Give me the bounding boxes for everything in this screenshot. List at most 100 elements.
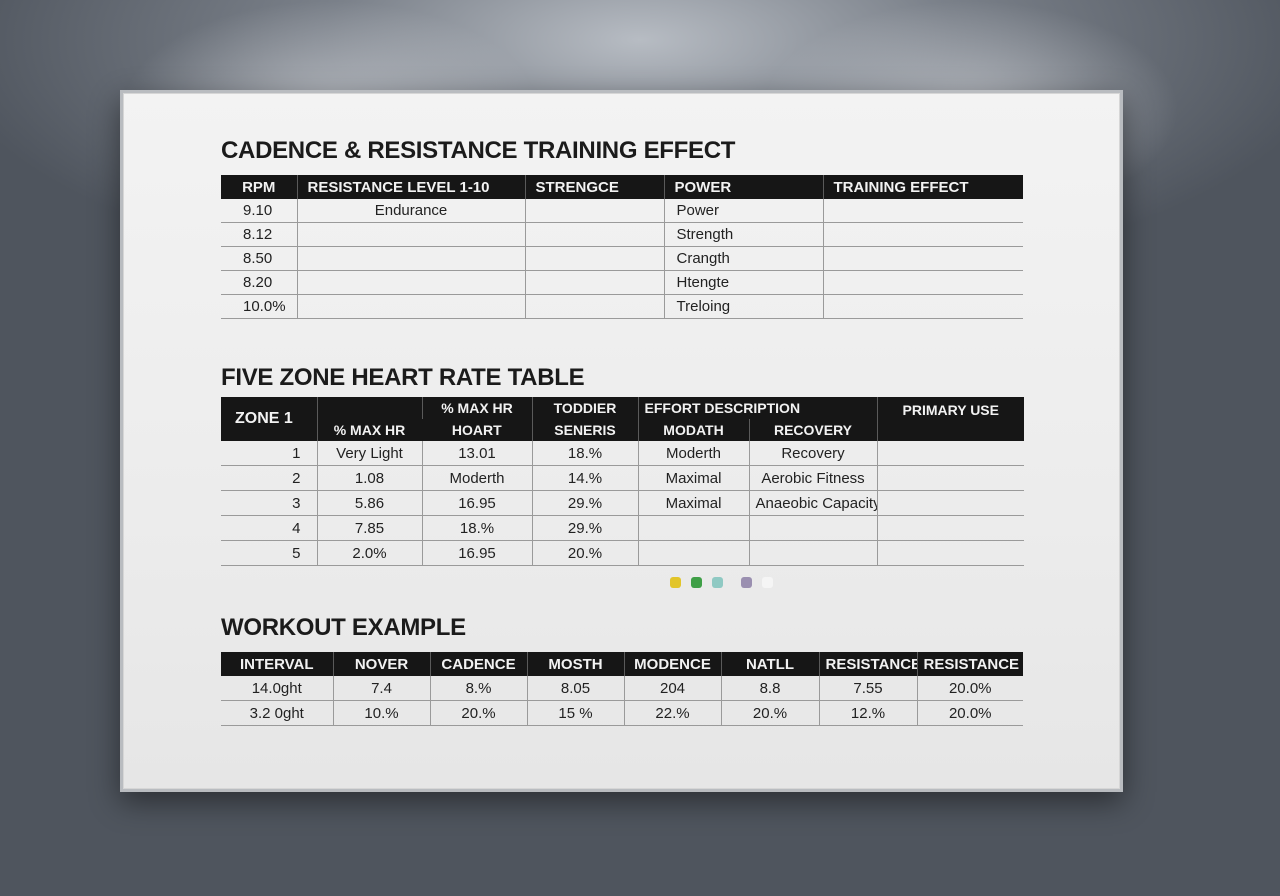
- table-cell: Endurance: [296, 199, 525, 223]
- table-cell: Anaeobic Capacity: [748, 490, 877, 516]
- table-row: 4 7.85 18.% 29.%: [221, 515, 1024, 541]
- whiteboard: CADENCE & RESISTANCE TRAINING EFFECT RPM…: [120, 90, 1123, 792]
- column-header: RESISTANCE: [818, 652, 917, 676]
- table-cell: Maximal: [637, 490, 749, 516]
- table-cell: [296, 270, 525, 295]
- table-cell: 15 %: [526, 700, 624, 726]
- table-cell: Moderth: [421, 465, 532, 491]
- table-cell: [876, 540, 1024, 566]
- table-cell: 7.55: [818, 676, 917, 701]
- column-header: ZONE 1: [221, 397, 317, 441]
- table-cell: [296, 294, 525, 319]
- table-cell: 204: [623, 676, 721, 701]
- table-cell: 20.%: [531, 540, 638, 566]
- table-row: 5 2.0% 16.95 20.%: [221, 540, 1024, 566]
- table-cell: 2: [221, 465, 317, 491]
- column-header: NOVER: [332, 652, 430, 676]
- table-cell: [296, 222, 525, 247]
- column-header: RECOVERY: [748, 419, 877, 441]
- table-cell: 29.%: [531, 515, 638, 541]
- purple-dot: [741, 577, 752, 588]
- table-cell: 14.%: [531, 465, 638, 491]
- table-cell: 3: [221, 490, 317, 516]
- cadence-table-title: CADENCE & RESISTANCE TRAINING EFFECT: [221, 137, 736, 164]
- table-cell: 8.8: [720, 676, 819, 701]
- table-row: 10.0% Treloing: [221, 294, 1023, 319]
- table-cell: [296, 246, 525, 271]
- table-row: 9.10 Endurance Power: [221, 199, 1023, 223]
- table-cell: 8.50: [221, 246, 297, 271]
- column-header: STRENGCE: [524, 175, 664, 199]
- table-header-row: RPM RESISTANCE LEVEL 1-10 STRENGCE POWER…: [221, 175, 1023, 199]
- workout-example-table: INTERVAL NOVER CADENCE MOSTH MODENCE NAT…: [221, 652, 1023, 726]
- column-header: TODDIER: [531, 397, 638, 419]
- table-cell: Aerobic Fitness: [748, 465, 877, 491]
- table-cell: 14.0ght: [221, 676, 333, 701]
- column-header: EFFORT DESCRIPTION: [637, 397, 877, 419]
- table-cell: 12.%: [818, 700, 917, 726]
- table-cell: 20.0%: [916, 676, 1023, 701]
- table-cell: Crangth: [663, 246, 823, 271]
- table-cell: 7.4: [332, 676, 430, 701]
- table-row: 3 5.86 16.95 29.% Maximal Anaeobic Capacity: [221, 490, 1024, 516]
- table-cell: 20.%: [429, 700, 527, 726]
- table-cell: 7.85: [316, 515, 422, 541]
- column-header: RESISTANCE: [916, 652, 1023, 676]
- table-cell: Recovery: [748, 441, 877, 466]
- table-cell: [822, 246, 1023, 271]
- table-cell: [637, 515, 749, 541]
- table-header-row: ZONE 1 % MAX HR % MAX HR TODDIER EFFORT …: [221, 397, 1024, 441]
- table-cell: [524, 246, 664, 271]
- teal-dot: [712, 577, 723, 588]
- table-cell: [748, 540, 877, 566]
- table-cell: 8.12: [221, 222, 297, 247]
- table-cell: Treloing: [663, 294, 823, 319]
- table-cell: [524, 270, 664, 295]
- table-cell: 4: [221, 515, 317, 541]
- column-header: POWER: [663, 175, 823, 199]
- cadence-resistance-table: RPM RESISTANCE LEVEL 1-10 STRENGCE POWER…: [221, 175, 1023, 319]
- table-cell: 10.0%: [221, 294, 297, 319]
- table-row: 3.2 0ght 10.% 20.% 15 % 22.% 20.% 12.% 20.0%: [221, 700, 1023, 726]
- table-cell: 8.05: [526, 676, 624, 701]
- table-cell: [876, 441, 1024, 466]
- workout-table-title: WORKOUT EXAMPLE: [221, 614, 466, 641]
- table-cell: [876, 515, 1024, 541]
- table-header-row: HOART SENERIS MODATH RECOVERY: [221, 419, 1024, 441]
- column-header: MODATH: [637, 419, 749, 441]
- yellow-dot: [670, 577, 681, 588]
- table-cell: 10.%: [332, 700, 430, 726]
- table-cell: 8.%: [429, 676, 527, 701]
- table-cell: 3.2 0ght: [221, 700, 333, 726]
- heart-rate-table-title: FIVE ZONE HEART RATE TABLE: [221, 364, 585, 391]
- table-cell: 16.95: [421, 540, 532, 566]
- table-cell: Htengte: [663, 270, 823, 295]
- table-cell: [876, 465, 1024, 491]
- column-header: RPM: [221, 175, 297, 199]
- table-cell: 22.%: [623, 700, 721, 726]
- table-cell: Power: [663, 199, 823, 223]
- table-cell: 29.%: [531, 490, 638, 516]
- table-cell: 20.%: [720, 700, 819, 726]
- table-row: 2 1.08 Moderth 14.% Maximal Aerobic Fitness: [221, 465, 1024, 491]
- table-cell: Moderth: [637, 441, 749, 466]
- column-header: HOART: [422, 419, 532, 441]
- table-cell: 5: [221, 540, 317, 566]
- column-header: INTERVAL: [221, 652, 333, 676]
- column-header: PRIMARY USE: [876, 397, 1024, 441]
- table-cell: Strength: [663, 222, 823, 247]
- white-dot: [762, 577, 773, 588]
- column-header: SENERIS: [531, 419, 638, 441]
- table-cell: 5.86: [316, 490, 422, 516]
- table-row: 14.0ght 7.4 8.% 8.05 204 8.8 7.55 20.0%: [221, 676, 1023, 701]
- table-cell: [822, 199, 1023, 223]
- table-cell: [748, 515, 877, 541]
- table-cell: 20.0%: [916, 700, 1023, 726]
- table-cell: [637, 540, 749, 566]
- column-header: MODENCE: [623, 652, 721, 676]
- heart-rate-table: ZONE 1 % MAX HR % MAX HR TODDIER EFFORT …: [221, 397, 1024, 566]
- color-legend-dots: [670, 577, 773, 588]
- green-dot: [691, 577, 702, 588]
- column-header: % MAX HR: [421, 397, 532, 419]
- column-header: % MAX HR: [316, 397, 422, 441]
